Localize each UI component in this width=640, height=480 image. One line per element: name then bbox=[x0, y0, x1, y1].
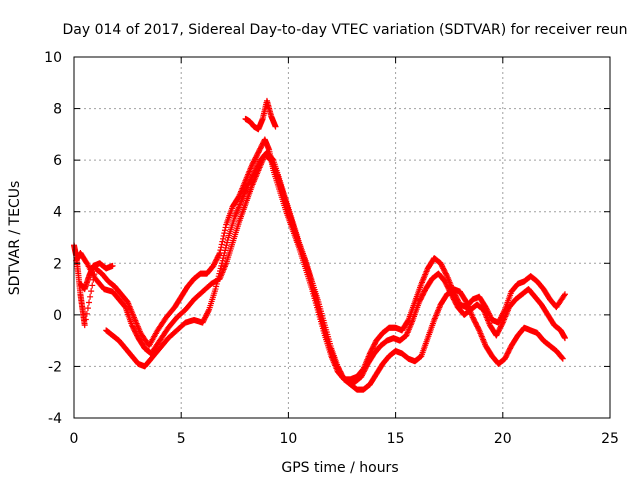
y-tick-label: -4 bbox=[48, 411, 62, 427]
data-point bbox=[109, 262, 116, 269]
x-tick-label: 15 bbox=[387, 431, 405, 447]
data-point bbox=[221, 230, 228, 237]
data-points bbox=[71, 97, 568, 393]
y-tick-label: 10 bbox=[44, 50, 62, 66]
series-5 bbox=[77, 260, 116, 293]
data-point bbox=[88, 288, 95, 295]
data-point bbox=[559, 355, 566, 362]
y-tick-label: -2 bbox=[48, 359, 62, 375]
data-point bbox=[216, 251, 223, 258]
data-point bbox=[219, 238, 226, 245]
data-point bbox=[205, 307, 212, 314]
data-point bbox=[83, 310, 90, 317]
x-tick-label: 25 bbox=[601, 431, 619, 447]
data-point bbox=[499, 320, 506, 327]
data-point bbox=[220, 232, 227, 239]
axis-ticks: 0 5 10 15 20 25 -4 -2 0 2 4 6 8 10 bbox=[44, 50, 619, 447]
data-point bbox=[81, 322, 88, 329]
y-tick-label: 2 bbox=[53, 256, 62, 272]
data-point bbox=[561, 291, 568, 298]
chart-title: Day 014 of 2017, Sidereal Day-to-day VTE… bbox=[62, 22, 627, 38]
y-tick-label: 8 bbox=[53, 102, 62, 118]
data-point bbox=[561, 292, 568, 299]
data-point bbox=[220, 235, 227, 242]
data-point bbox=[443, 271, 450, 278]
x-tick-label: 5 bbox=[177, 431, 186, 447]
data-point bbox=[87, 293, 94, 300]
x-tick-label: 20 bbox=[494, 431, 512, 447]
data-point bbox=[82, 316, 89, 323]
x-axis-label: GPS time / hours bbox=[281, 460, 398, 476]
plot-frame bbox=[73, 56, 611, 419]
y-tick-label: 0 bbox=[53, 308, 62, 324]
y-axis-label: SDTVAR / TECUs bbox=[7, 181, 23, 296]
data-point bbox=[269, 156, 276, 163]
data-point bbox=[218, 241, 225, 248]
data-point bbox=[272, 123, 279, 130]
data-point bbox=[222, 224, 229, 231]
data-point bbox=[89, 282, 96, 289]
x-tick-label: 0 bbox=[70, 431, 79, 447]
data-point bbox=[86, 299, 93, 306]
data-point bbox=[561, 335, 568, 342]
series-3 bbox=[103, 149, 566, 393]
data-point bbox=[84, 305, 91, 312]
data-point bbox=[475, 326, 482, 333]
y-tick-label: 6 bbox=[53, 153, 62, 169]
x-tick-label: 10 bbox=[279, 431, 297, 447]
data-point bbox=[559, 354, 566, 361]
grid-lines bbox=[74, 57, 610, 418]
series-4 bbox=[242, 97, 279, 133]
data-point bbox=[221, 227, 228, 234]
y-tick-label: 4 bbox=[53, 205, 62, 221]
